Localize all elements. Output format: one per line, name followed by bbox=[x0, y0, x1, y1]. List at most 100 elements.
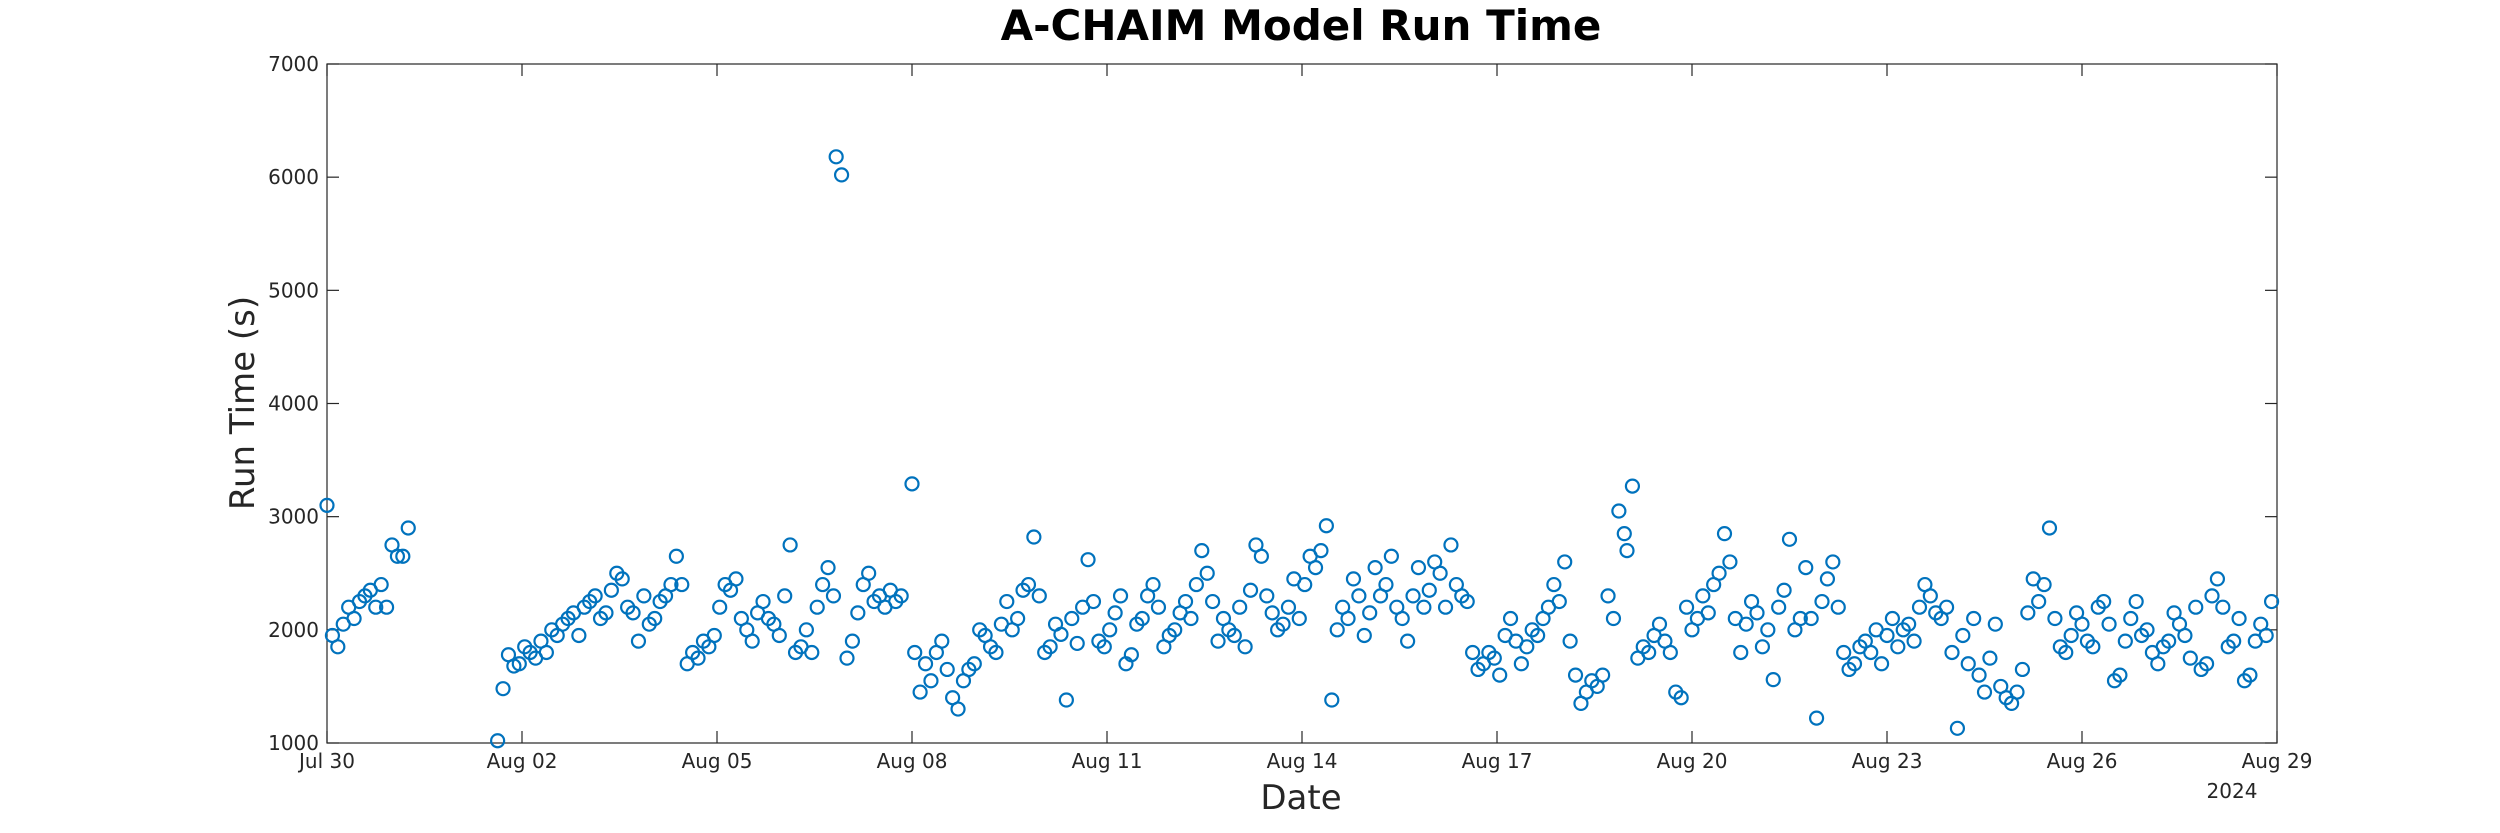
y-tick-label: 6000 bbox=[268, 165, 319, 189]
chart-title: A-CHAIM Model Run Time bbox=[1001, 1, 1602, 50]
data-point bbox=[1911, 599, 1928, 615]
data-point bbox=[1944, 644, 1960, 661]
y-axis-label: Run Time (s) bbox=[223, 296, 263, 510]
data-point bbox=[1987, 616, 2003, 632]
data-point bbox=[1421, 582, 1437, 598]
data-point bbox=[966, 656, 982, 672]
x-tick-label: Aug 17 bbox=[1462, 749, 1533, 773]
data-point bbox=[2150, 656, 2166, 672]
y-tick-label: 4000 bbox=[268, 392, 319, 416]
data-point bbox=[782, 537, 798, 553]
data-point bbox=[1345, 571, 1362, 587]
x-axis: Jul 30 Aug 02 Aug 05 Aug 08 Aug 11 Aug 14 Aug … bbox=[297, 64, 2312, 773]
data-point bbox=[2188, 599, 2204, 615]
data-point bbox=[1383, 548, 1399, 564]
data-point bbox=[2117, 633, 2133, 649]
plot-area bbox=[326, 63, 2278, 744]
data-point bbox=[1530, 627, 1546, 644]
data-point bbox=[1619, 543, 1635, 559]
data-point bbox=[2074, 616, 2090, 632]
data-point bbox=[1275, 616, 1291, 632]
data-point bbox=[923, 673, 939, 689]
data-point bbox=[1749, 605, 1765, 621]
data-point bbox=[1938, 599, 1955, 615]
data-point bbox=[1226, 627, 1242, 644]
data-point bbox=[1765, 672, 1781, 688]
data-point bbox=[1557, 554, 1573, 570]
data-point bbox=[1150, 599, 1167, 615]
data-point bbox=[490, 733, 506, 749]
data-point bbox=[319, 497, 335, 513]
data-point bbox=[1329, 622, 1345, 638]
data-point bbox=[1922, 588, 1938, 604]
data-point bbox=[1611, 503, 1627, 519]
data-point bbox=[1297, 576, 1313, 593]
x-tick-label: Aug 14 bbox=[1267, 749, 1338, 773]
data-point bbox=[917, 656, 934, 672]
data-point bbox=[825, 588, 842, 604]
data-point bbox=[1443, 537, 1459, 553]
data-point bbox=[1700, 605, 1716, 621]
data-point bbox=[2009, 684, 2025, 700]
x-tick-label: Aug 26 bbox=[2047, 749, 2118, 773]
data-point bbox=[1053, 626, 1069, 642]
data-point bbox=[1145, 576, 1161, 593]
data-point bbox=[2215, 599, 2231, 615]
data-point bbox=[2036, 576, 2052, 593]
data-point bbox=[1183, 610, 1199, 627]
data-point bbox=[1982, 650, 1998, 666]
data-point bbox=[511, 656, 527, 672]
data-point bbox=[1798, 559, 1814, 576]
data-point bbox=[1716, 526, 1733, 542]
data-point bbox=[1651, 616, 1668, 632]
data-point bbox=[1567, 667, 1584, 683]
data-point bbox=[330, 639, 346, 655]
data-point bbox=[1519, 639, 1535, 655]
data-point bbox=[1641, 644, 1657, 661]
data-point bbox=[1188, 576, 1204, 593]
data-point bbox=[771, 627, 787, 644]
x-tick-label: Aug 11 bbox=[1072, 749, 1143, 773]
y-tick-label: 1000 bbox=[268, 731, 319, 755]
data-point bbox=[1340, 610, 1356, 627]
data-series bbox=[319, 149, 2280, 749]
data-point bbox=[939, 661, 955, 678]
data-point bbox=[1738, 616, 1754, 632]
y-tick-label: 3000 bbox=[268, 505, 319, 529]
data-point bbox=[1356, 627, 1372, 644]
data-point bbox=[2231, 610, 2247, 627]
x-tick-label: Aug 20 bbox=[1657, 749, 1728, 773]
data-point bbox=[1107, 605, 1123, 621]
data-point bbox=[1280, 599, 1297, 615]
data-point bbox=[1771, 599, 1787, 615]
data-point bbox=[674, 576, 690, 593]
x-tick-label: Aug 02 bbox=[487, 749, 558, 773]
x-axis-label: Date bbox=[1260, 778, 1341, 818]
data-point bbox=[1026, 529, 1042, 545]
data-point bbox=[1949, 720, 1966, 736]
x-tick-label: Aug 08 bbox=[877, 749, 948, 773]
data-point bbox=[1595, 667, 1611, 683]
data-point bbox=[833, 167, 850, 183]
data-point bbox=[815, 576, 831, 593]
data-point bbox=[712, 599, 728, 615]
y-tick-label: 2000 bbox=[268, 618, 319, 642]
data-point bbox=[744, 633, 760, 649]
data-point bbox=[1416, 599, 1432, 615]
data-point bbox=[1906, 633, 1922, 649]
data-point bbox=[2226, 633, 2242, 649]
data-point bbox=[1678, 599, 1695, 615]
data-point bbox=[1486, 650, 1502, 666]
data-point bbox=[1378, 576, 1394, 593]
data-point bbox=[2096, 593, 2112, 610]
data-point bbox=[395, 548, 411, 564]
data-point bbox=[1960, 656, 1976, 672]
data-point bbox=[1836, 644, 1852, 661]
data-point bbox=[1776, 582, 1792, 598]
data-point bbox=[2041, 520, 2058, 536]
data-point bbox=[668, 548, 684, 564]
data-point bbox=[1551, 593, 1567, 610]
data-point bbox=[2014, 661, 2031, 678]
data-point bbox=[1808, 710, 1825, 726]
data-point bbox=[1673, 690, 1689, 706]
